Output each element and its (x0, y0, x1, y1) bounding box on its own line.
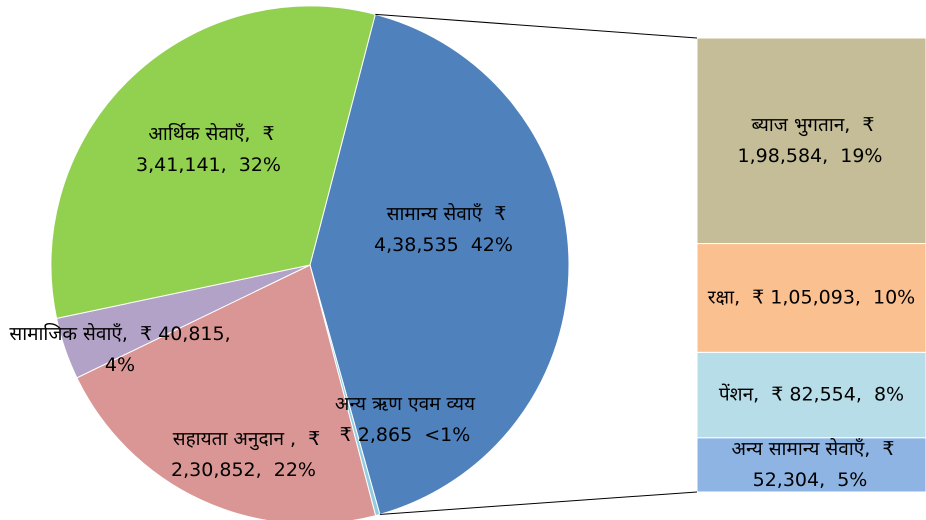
percent-label: 5% (837, 468, 868, 491)
value-label: ₹ 1,98,584, (737, 113, 875, 167)
bar-segment (696, 243, 926, 353)
value-label: ₹ 52,304, (752, 437, 895, 491)
percent-label: 32% (238, 154, 281, 176)
value-label: ₹ 1,05,093, (752, 286, 861, 309)
percent-label: 22% (273, 459, 316, 481)
data-label: ब्याज भुगतान, ₹ 1,98,584, 19% (702, 110, 922, 172)
category-name: सामान्य सेवाएँ (386, 203, 483, 225)
category-name: रक्षा, (707, 286, 741, 309)
category-name: अन्य ऋण एवम व्यय (334, 393, 476, 415)
pie-slice (309, 13, 570, 516)
bar-segment (696, 37, 926, 245)
value-label: ₹ 2,30,852, (171, 428, 321, 481)
data-label: अन्य ऋण एवम व्यय ₹ 2,865 <1% (325, 389, 485, 451)
value-label: ₹ 4,38,535 (374, 203, 507, 256)
data-label: सहायता अनुदान , ₹ 2,30,852, 22% (125, 424, 365, 486)
value-label: ₹ 40,815, (139, 323, 231, 345)
percent-label: <1% (424, 424, 471, 446)
data-label: अन्य सामान्य सेवाएँ, ₹ 52,304, 5% (702, 434, 922, 496)
percent-label: 8% (873, 383, 905, 406)
data-label: पेंशन, ₹ 82,554, 8% (702, 380, 922, 411)
value-label: ₹ 82,554, (771, 383, 862, 406)
value-label: ₹ 2,865 (339, 424, 413, 446)
value-label: ₹ 3,41,141, (136, 123, 275, 176)
category-name: आर्थिक सेवाएँ, (148, 123, 251, 145)
data-label: रक्षा, ₹ 1,05,093, 10% (702, 282, 922, 313)
category-name: सहायता अनुदान , (172, 428, 297, 450)
connector (375, 13, 698, 39)
data-label: सामाजिक सेवाएँ, ₹ 40,815, 4% (0, 319, 240, 381)
category-name: सामाजिक सेवाएँ, (9, 323, 128, 345)
bar-segment (696, 437, 926, 493)
percent-label: 19% (840, 144, 883, 167)
bar-segment (696, 351, 926, 439)
data-label: आर्थिक सेवाएँ, ₹ 3,41,141, 32% (105, 119, 315, 181)
pie-slice (50, 5, 376, 319)
pie-slice (76, 264, 377, 520)
percent-label: 42% (470, 234, 513, 256)
connector (379, 491, 698, 515)
category-name: पेंशन, (718, 383, 760, 406)
category-name: अन्य सामान्य सेवाएँ, (731, 437, 871, 460)
percent-label: 4% (104, 354, 136, 376)
percent-label: 10% (873, 286, 916, 309)
data-label: सामान्य सेवाएँ ₹ 4,38,535 42% (360, 199, 530, 261)
category-name: ब्याज भुगतान, (751, 113, 851, 136)
